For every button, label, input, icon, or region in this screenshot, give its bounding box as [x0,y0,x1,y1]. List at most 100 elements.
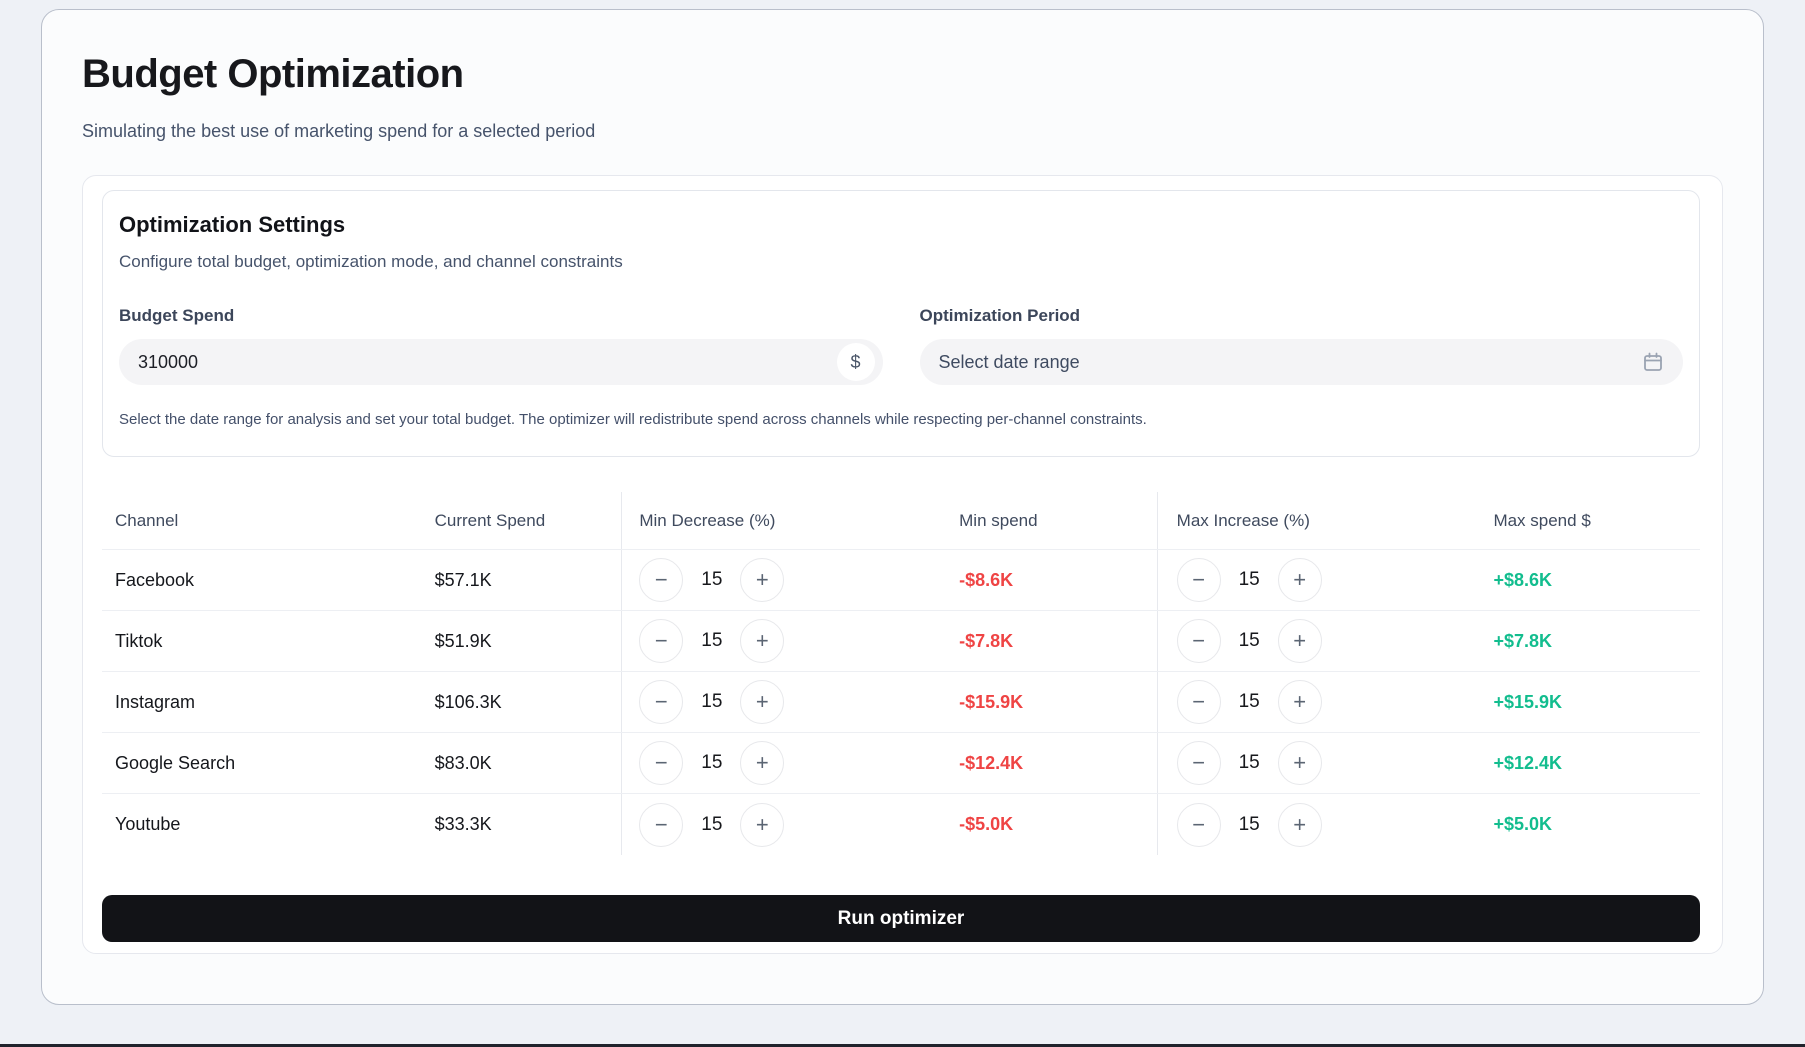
plus-icon: + [755,750,769,775]
max-increase-minus-button[interactable]: − [1176,741,1221,785]
min-decrease-stepper: − 15 + [639,741,785,785]
plus-icon: + [1293,811,1307,837]
min-decrease-value: 15 [701,569,723,590]
plus-icon: + [1293,689,1307,714]
min-decrease-value: 15 [701,630,723,651]
max-increase-plus-button[interactable]: + [1277,741,1322,785]
col-header-min-decrease: Min Decrease (%) [639,510,776,530]
dollar-icon: $ [836,343,875,381]
min-decrease-value: 15 [701,813,723,835]
min-decrease-plus-button[interactable]: + [740,802,785,847]
current-spend-value: $106.3K [434,691,502,712]
max-increase-stepper: − 15 + [1176,741,1322,785]
table-row: Instagram $106.3K − 15 + -$15.9K − 15 + [102,672,1700,733]
max-increase-value: 15 [1238,630,1260,651]
plus-icon: + [755,689,769,714]
col-header-max-increase: Max Increase (%) [1176,510,1310,530]
plus-icon: + [1293,750,1307,775]
plus-icon: + [755,567,769,592]
max-increase-minus-button[interactable]: − [1176,619,1221,663]
minus-icon: − [1192,689,1206,714]
max-spend-value: +$7.8K [1493,630,1552,651]
max-increase-value: 15 [1238,691,1260,712]
max-increase-stepper: − 15 + [1176,802,1322,847]
max-increase-value: 15 [1238,813,1260,835]
max-increase-plus-button[interactable]: + [1277,619,1322,663]
min-decrease-stepper: − 15 + [639,802,785,847]
max-increase-plus-button[interactable]: + [1277,802,1322,847]
max-increase-minus-button[interactable]: − [1176,802,1221,847]
budget-spend-field-group: Budget Spend 310000 $ [119,306,883,385]
max-increase-plus-button[interactable]: + [1277,680,1322,724]
run-optimizer-button[interactable]: Run optimizer [102,895,1700,942]
channel-name: Facebook [115,569,195,590]
minus-icon: − [654,811,668,837]
min-decrease-plus-button[interactable]: + [740,558,785,602]
channel-name: Tiktok [115,630,163,651]
minus-icon: − [1192,628,1206,653]
channel-name: Instagram [115,691,196,712]
minus-icon: − [654,750,668,775]
max-spend-value: +$15.9K [1493,691,1562,712]
page-title: Budget Optimization [82,52,464,96]
current-spend-value: $57.1K [434,569,492,590]
col-header-min-spend: Min spend [959,510,1038,530]
min-decrease-plus-button[interactable]: + [740,741,785,785]
minus-icon: − [654,689,668,714]
channel-name: Google Search [115,752,236,773]
min-decrease-minus-button[interactable]: − [639,558,684,602]
max-increase-minus-button[interactable]: − [1176,558,1221,602]
current-spend-value: $51.9K [434,630,492,651]
min-decrease-plus-button[interactable]: + [740,619,785,663]
max-increase-stepper: − 15 + [1176,680,1322,724]
optimization-period-label: Optimization Period [919,306,1081,325]
budget-spend-input[interactable]: 310000 $ [119,339,883,385]
minus-icon: − [1192,750,1206,775]
max-spend-value: +$12.4K [1493,752,1562,773]
max-increase-minus-button[interactable]: − [1176,680,1221,724]
min-decrease-stepper: − 15 + [639,680,785,724]
min-decrease-minus-button[interactable]: − [639,741,684,785]
budget-spend-label: Budget Spend [119,306,235,325]
optimization-period-field-group: Optimization Period Select date range [919,306,1683,385]
minus-icon: − [654,628,668,653]
plus-icon: + [1293,567,1307,592]
minus-icon: − [1192,811,1206,837]
plus-icon: + [755,628,769,653]
settings-fields: Budget Spend 310000 $ Optimization Perio… [119,306,1683,385]
channel-name: Youtube [115,814,181,834]
col-header-max-spend: Max spend $ [1493,510,1591,530]
min-decrease-stepper: − 15 + [639,619,785,663]
date-range-picker[interactable]: Select date range [919,339,1683,385]
min-decrease-minus-button[interactable]: − [639,802,684,847]
table-row: Youtube $33.3K − 15 + -$5.0K − 15 + [102,794,1700,855]
min-decrease-plus-button[interactable]: + [740,680,785,724]
current-spend-value: $83.0K [434,752,492,773]
max-increase-value: 15 [1238,569,1260,590]
min-decrease-minus-button[interactable]: − [639,680,684,724]
max-increase-plus-button[interactable]: + [1277,558,1322,602]
min-decrease-minus-button[interactable]: − [639,619,684,663]
date-range-placeholder: Select date range [938,351,1080,372]
min-spend-value: -$7.8K [959,630,1014,651]
min-spend-value: -$8.6K [959,569,1014,590]
optimization-settings-card: Optimization Settings Configure total bu… [102,190,1700,457]
minus-icon: − [1192,567,1206,592]
col-header-channel: Channel [115,510,179,530]
plus-icon: + [1293,628,1307,653]
min-spend-value: -$5.0K [959,814,1014,834]
table-header-row: Channel Current Spend Min Decrease (%) M… [102,492,1700,550]
page-container: Budget Optimization Simulating the best … [41,9,1764,1005]
max-increase-stepper: − 15 + [1176,558,1322,602]
minus-icon: − [654,567,668,592]
max-increase-value: 15 [1238,752,1260,773]
channel-constraints-table: Channel Current Spend Min Decrease (%) M… [102,492,1700,855]
max-spend-value: +$8.6K [1493,569,1552,590]
settings-description: Configure total budget, optimization mod… [119,252,623,271]
window-bottom-edge [0,1044,1805,1047]
optimizer-card: Optimization Settings Configure total bu… [82,175,1723,954]
settings-helper-text: Select the date range for analysis and s… [119,411,1147,428]
table-row: Tiktok $51.9K − 15 + -$7.8K − 15 + [102,611,1700,672]
min-decrease-value: 15 [701,691,723,712]
settings-title: Optimization Settings [119,212,346,237]
